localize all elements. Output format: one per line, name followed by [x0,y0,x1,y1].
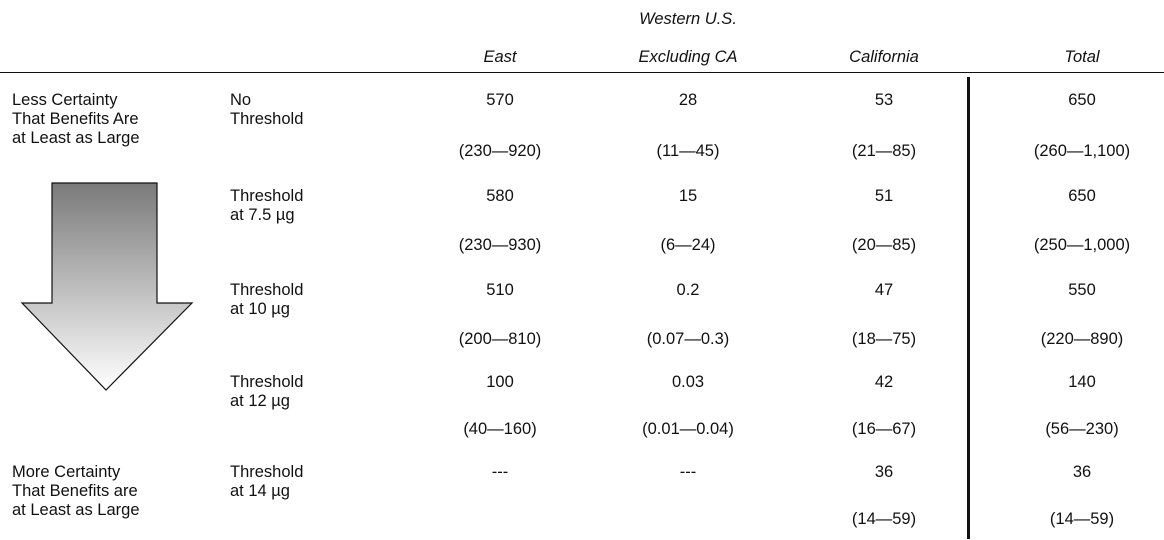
col-header-total: Total [1064,48,1100,66]
cell-east-ci: (230—920) [458,142,542,160]
cell-east-ci: (40—160) [463,420,537,438]
col-header-west-line1: Western U.S. [639,10,737,28]
more-certainty-line1: More Certainty [12,463,121,481]
cell-total-ci: (14—59) [1049,510,1115,528]
less-certainty-line3: at Least as Large [12,129,140,147]
cell-east-value: 580 [486,187,514,205]
cell-west-value: 15 [678,187,698,205]
cell-ca-value: 51 [874,187,894,205]
cell-ca-value: 42 [874,373,894,391]
down-arrow-icon [20,182,194,391]
less-certainty-line1: Less Certainty [12,91,118,109]
cell-west-ci: (11—45) [656,142,720,160]
cell-total-value: 140 [1068,373,1096,391]
cell-total-ci: (220—890) [1040,330,1124,348]
cell-east-ci: (200—810) [458,330,542,348]
col-header-west-line2: Excluding CA [638,48,738,66]
row-label-line2: at 7.5 µg [230,206,295,224]
cell-total-ci: (56—230) [1045,420,1119,438]
row-label-line1: No [230,91,252,109]
row-label-line1: Threshold [230,281,304,299]
row-label-line2: at 14 µg [230,482,290,500]
cell-west-value: 0.2 [676,281,700,299]
cell-ca-ci: (18—75) [851,330,917,348]
cell-total-value: 650 [1068,187,1096,205]
cell-east-value: 100 [486,373,514,391]
cell-east-value: --- [491,463,509,481]
row-label: Threshold at 14 µg [230,463,303,501]
row-label-line1: Threshold [230,373,304,391]
row-label-line1: Threshold [230,463,304,481]
row-label-line2: at 12 µg [230,392,290,410]
cell-total-value: 36 [1072,463,1092,481]
more-certainty-line2: That Benefits are [12,482,138,500]
cell-east-value: 510 [486,281,514,299]
cell-ca-value: 36 [874,463,894,481]
row-label: Threshold at 10 µg [230,281,303,319]
cell-ca-ci: (14—59) [851,510,917,528]
row-label-line2: Threshold [230,110,304,128]
cell-west-ci: (6—24) [660,236,716,254]
col-header-east: East [483,48,517,66]
cell-west-value: 28 [678,91,698,109]
more-certainty-label: More Certainty That Benefits are at Leas… [12,463,140,520]
more-certainty-line3: at Least as Large [12,501,140,519]
cell-west-ci: (0.01—0.04) [642,420,734,438]
cell-ca-ci: (20—85) [851,236,917,254]
row-label: No Threshold [230,91,303,129]
row-label-line2: at 10 µg [230,300,290,318]
cell-total-ci: (250—1,000) [1033,236,1131,254]
row-label: Threshold at 12 µg [230,373,303,411]
cell-ca-ci: (21—85) [851,142,917,160]
cell-west-value: --- [679,463,697,481]
cell-total-value: 650 [1068,91,1096,109]
cell-total-ci: (260—1,100) [1033,142,1131,160]
row-label-line1: Threshold [230,187,304,205]
cell-west-ci: (0.07—0.3) [646,330,730,348]
header-rule [0,72,1164,73]
cell-ca-value: 53 [874,91,894,109]
cell-ca-ci: (16—67) [851,420,917,438]
row-label: Threshold at 7.5 µg [230,187,303,225]
cell-ca-value: 47 [874,281,894,299]
cell-total-value: 550 [1068,281,1096,299]
cell-east-value: 570 [486,91,514,109]
total-separator-rule [967,77,970,539]
less-certainty-label: Less Certainty That Benefits Are at Leas… [12,91,140,148]
cell-west-value: 0.03 [671,373,705,391]
less-certainty-line2: That Benefits Are [12,110,139,128]
cell-east-ci: (230—930) [458,236,542,254]
col-header-california: California [849,48,919,66]
